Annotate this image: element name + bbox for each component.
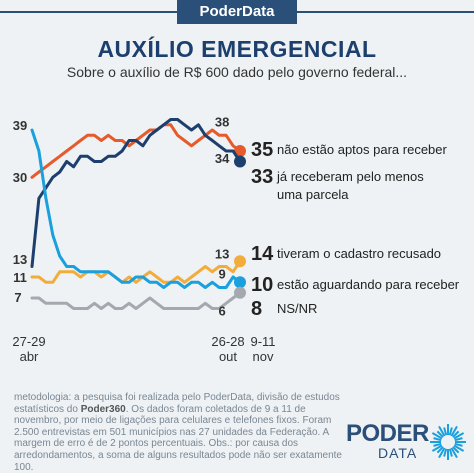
end-label-nao_aptos: não estão aptos para receber [277, 142, 448, 157]
logo-ray [431, 444, 443, 452]
series-line-aguardando [30, 128, 242, 289]
series-end-dot-ns_nr [234, 286, 246, 299]
end-label-ns_nr: NS/NR [277, 301, 317, 316]
logo-ray [438, 425, 446, 437]
logo-burst-icon [430, 424, 466, 460]
end-value-aguardando: 10 [251, 274, 273, 296]
methodology-note: metodologia: a pesquisa foi realizada pe… [14, 392, 344, 473]
end-value-ns_nr: 8 [251, 298, 262, 320]
point-label-cadastro_recusado-0: 11 [13, 270, 27, 285]
logo-ray [433, 437, 442, 442]
series-end-dot-cadastro_recusado [234, 255, 246, 268]
logo-ray [450, 425, 458, 437]
logo-ray [452, 430, 460, 438]
point-label-ja_receberam-0: 13 [13, 252, 27, 267]
logo-ray [453, 444, 465, 452]
x-tick-label-0-1: abr [20, 349, 39, 364]
logo-ray [443, 448, 448, 457]
series-end-dot-aguardando [234, 276, 246, 289]
note-bold: Poder360 [80, 403, 126, 415]
series-line-ns_nr [30, 291, 242, 310]
chart-subtitle: Sobre o auxílio de R$ 600 dado pelo gove… [66, 64, 408, 80]
end-label-ja_receberam: já receberam pelo menos [276, 169, 424, 184]
x-tick-label-28-0: 26-28 [211, 334, 244, 349]
end-label-aguardando: estão aguardando para receber [277, 277, 460, 292]
logo-ray [450, 447, 458, 459]
end-label-cadastro_recusado: tiveram o cadastro recusado [277, 246, 441, 261]
logo-ray [452, 446, 460, 454]
end-value-ja_receberam: 33 [251, 166, 273, 188]
logo-ray [438, 447, 446, 459]
end-label-ja_receberam-1: uma parcela [277, 187, 349, 202]
chart-title: AUXÍLIO EMERGENCIAL [97, 36, 377, 62]
logo-ray [433, 442, 442, 447]
end-value-nao_aptos: 35 [251, 139, 273, 161]
logo-ray [436, 430, 444, 438]
line-chart: 30 38 35 não estão aptos para receber 13 34 33… [12, 114, 460, 364]
brand-tab: PoderData [177, 0, 297, 24]
logo-ray [454, 442, 463, 447]
poderdata-logo: PODER DATA [346, 420, 470, 466]
series-end-dot-ja_receberam [234, 155, 246, 168]
series-end-dot-nao_aptos [234, 145, 246, 157]
logo-ray [436, 446, 444, 454]
logo-ray [453, 432, 465, 440]
top-rule-left [0, 11, 177, 13]
series-line-cadastro_recusado [30, 259, 242, 284]
logo-ray [454, 437, 463, 442]
top-rule-right [297, 11, 474, 13]
x-tick-label-28-1: out [219, 349, 237, 364]
point-label-ns_nr-0: 7 [14, 290, 21, 305]
point-label-cadastro_recusado-28: 13 [215, 247, 229, 262]
logo-word-data: DATA [378, 445, 418, 461]
point-label-ns_nr-28: 6 [219, 303, 226, 318]
top-bar: PoderData [0, 0, 474, 24]
point-label-aguardando-0: 39 [13, 118, 27, 133]
point-label-nao_aptos-28: 38 [215, 114, 229, 129]
note-text-2: . Os dados foram coletados de 9 a 11 de … [14, 403, 342, 473]
series-line-ja_receberam [30, 118, 242, 268]
point-label-nao_aptos-0: 30 [13, 170, 27, 185]
note-text-1: metodologia: a pesquisa foi realizada pe… [14, 392, 340, 415]
logo-ray [448, 427, 453, 436]
x-tick-label-0-0: 27-29 [12, 334, 45, 349]
logo-ray [448, 448, 453, 457]
point-label-ja_receberam-28: 34 [215, 151, 230, 166]
logo-ray [443, 427, 448, 436]
end-value-cadastro_recusado: 14 [251, 243, 274, 265]
point-label-aguardando-28: 9 [219, 267, 226, 282]
logo-word-poder: PODER [346, 420, 429, 447]
x-tick-label-30-0: 9-11 [250, 334, 275, 349]
x-tick-label-30-1: nov [253, 349, 274, 364]
logo-ray [431, 432, 443, 440]
